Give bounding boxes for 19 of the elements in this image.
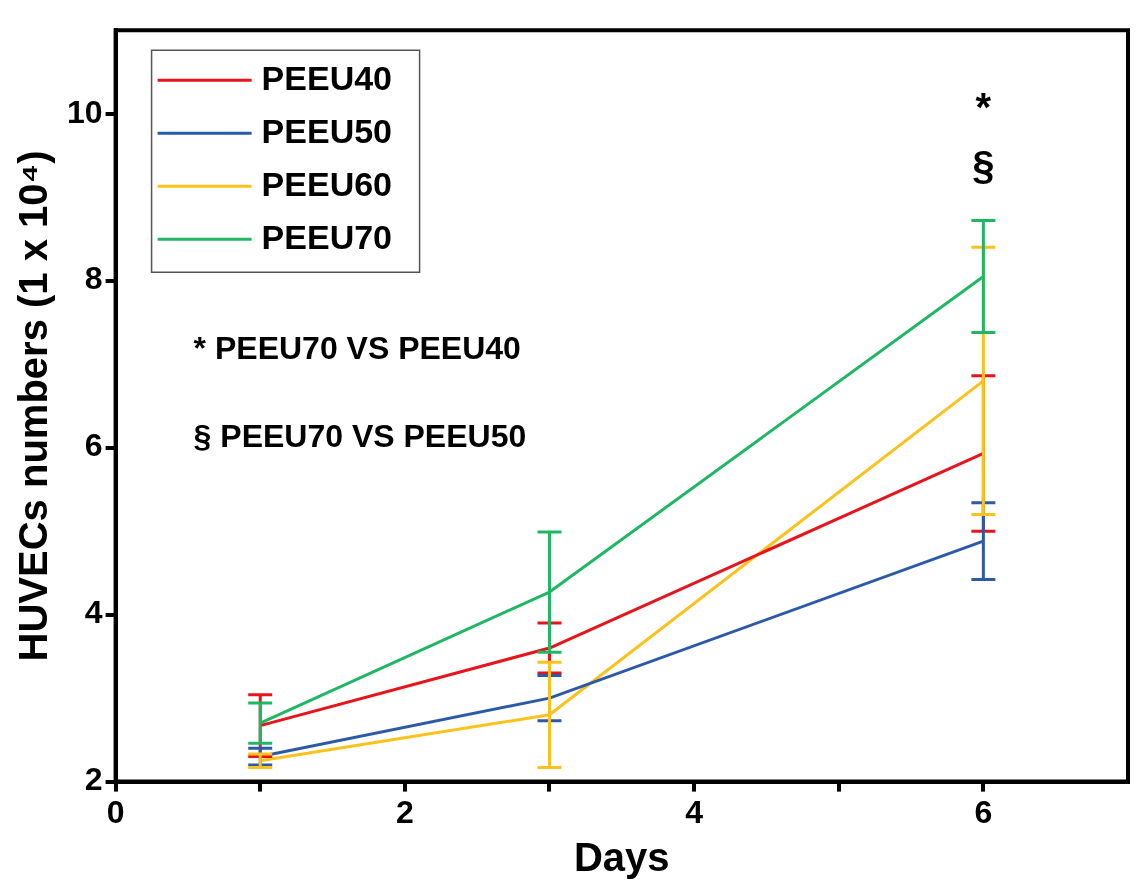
annotation: § PEEU70 VS PEEU50 [193,418,527,455]
x-tick-label: 2 [395,793,414,830]
y-tick-label: 6 [84,427,103,464]
y-tick-label: 4 [84,594,103,631]
annotation: § [972,143,995,188]
x-tick-label: 4 [685,793,704,830]
legend-label: PEEU60 [261,164,392,203]
annotation: * [975,85,992,130]
y-tick-label: 10 [67,93,103,130]
y-axis-title: HUVECs numbers (1 x 10⁴) [11,150,56,662]
legend-label: PEEU50 [261,111,392,150]
y-tick-label: 2 [84,761,103,798]
annotation: * PEEU70 VS PEEU40 [193,330,521,367]
x-tick-label: 0 [106,793,125,830]
x-axis-title: Days [573,835,670,880]
legend-label: PEEU40 [261,58,392,97]
legend-label: PEEU70 [261,217,392,256]
y-tick-label: 8 [84,260,103,297]
x-tick-label: 6 [974,793,993,830]
